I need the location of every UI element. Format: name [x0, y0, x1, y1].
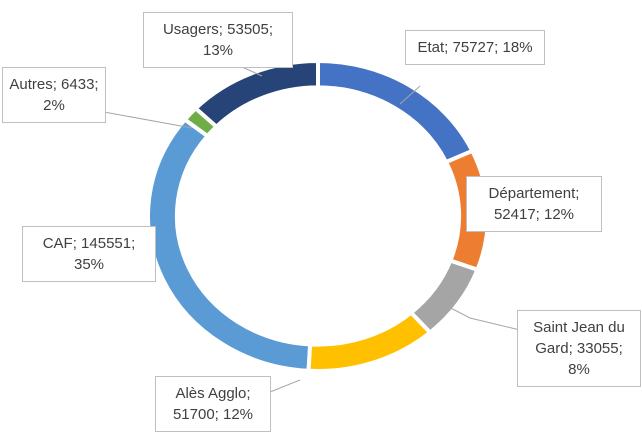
data-label: Etat; 75727; 18% [405, 30, 545, 65]
leader-line [269, 379, 301, 393]
donut-segment [316, 58, 476, 165]
data-label: CAF; 145551; 35% [22, 226, 156, 282]
data-label: Département; 52417; 12% [466, 176, 602, 232]
data-label: Usagers; 53505; 13% [143, 12, 293, 68]
data-label: Autres; 6433; 2% [2, 67, 106, 123]
donut-segment [306, 309, 434, 373]
data-label: Alès Agglo; 51700; 12% [155, 376, 271, 432]
leader-line [103, 111, 193, 129]
leader-line [444, 304, 521, 331]
donut-segment [192, 58, 320, 130]
data-label: Saint Jean du Gard; 33055; 8% [517, 310, 641, 387]
donut-segment [408, 258, 481, 336]
donut-segment [146, 116, 313, 373]
leader-line [399, 85, 421, 105]
